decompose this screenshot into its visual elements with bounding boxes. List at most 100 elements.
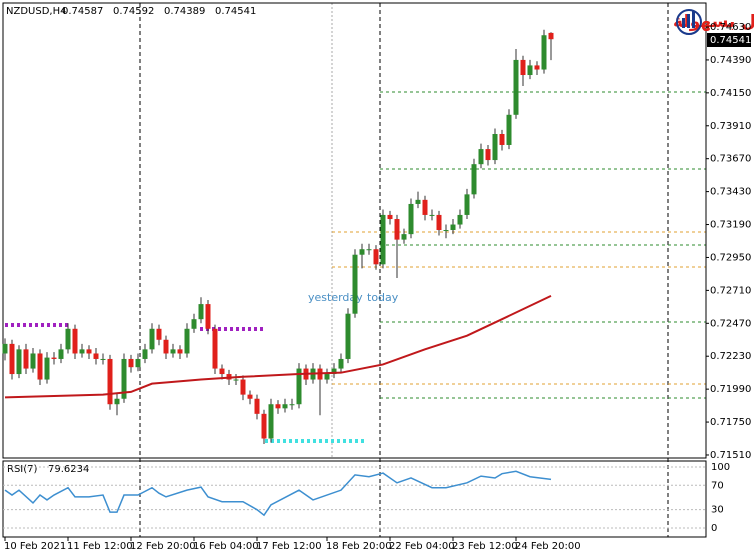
y-tick-label: 0.74150	[710, 88, 751, 99]
y-tick-label: 0.71750	[710, 417, 751, 428]
candle-body	[23, 349, 29, 369]
logo-icon	[676, 9, 702, 35]
candle-body	[65, 328, 71, 350]
candle-body	[268, 404, 274, 439]
logo-icon	[692, 11, 695, 28]
candle-body	[485, 149, 491, 161]
y-tick-label: 30	[711, 505, 724, 516]
candle-body	[16, 349, 22, 375]
x-tick-label: 17 Feb 12:00	[256, 541, 322, 552]
candle-body	[380, 214, 386, 265]
candle-body	[401, 234, 407, 240]
header-close: 0.74541	[215, 6, 256, 17]
candle-body	[366, 249, 372, 251]
candle-body	[37, 353, 43, 380]
candle-body	[394, 219, 400, 240]
candle-body	[331, 368, 337, 375]
y-tick-label: 0.73430	[710, 187, 751, 198]
candle-body	[128, 358, 134, 368]
candle-body	[492, 133, 498, 161]
y-tick-label: 0.72470	[710, 318, 751, 329]
x-tick-label: 11 Feb 12:00	[67, 541, 133, 552]
candle-body	[450, 224, 456, 231]
candle-body	[408, 203, 414, 235]
candle-body	[247, 394, 253, 399]
annotation: yesterday	[308, 291, 363, 304]
y-tick-label: 70	[711, 480, 724, 491]
rsi-frame	[2, 460, 707, 538]
rsi-title: RSI(7)	[7, 464, 38, 475]
y-tick-label: 0.72710	[710, 285, 751, 296]
y-tick-label: 0.74630	[710, 22, 751, 33]
y-tick-label: 0.72230	[710, 351, 751, 362]
x-tick-label: 23 Feb 12:00	[452, 541, 518, 552]
rsi-value: 79.6234	[48, 464, 89, 475]
x-tick-label: 16 Feb 04:00	[193, 541, 259, 552]
header-high: 0.74592	[113, 6, 154, 17]
candle-body	[471, 164, 477, 195]
candle-body	[191, 319, 197, 329]
candle-body	[79, 349, 85, 354]
y-tick-label: 0.74390	[710, 55, 751, 66]
candle-body	[219, 368, 225, 375]
x-tick-label: 12 Feb 20:00	[130, 541, 196, 552]
candle-body	[205, 304, 211, 329]
candle-body	[506, 114, 512, 145]
logo-icon	[687, 14, 690, 28]
candle-body	[9, 343, 15, 375]
y-tick-label: 0	[711, 523, 717, 534]
candle-body	[373, 249, 379, 265]
candle-body	[100, 358, 106, 360]
candle-body	[324, 374, 330, 380]
candle-body	[135, 358, 141, 368]
candle-body	[114, 398, 120, 405]
header-open: 0.74587	[62, 6, 103, 17]
candle-body	[58, 349, 64, 359]
candle-body	[93, 353, 99, 359]
candle-body	[520, 59, 526, 76]
candle-body	[422, 199, 428, 215]
candle-body	[261, 413, 267, 439]
candle-body	[177, 349, 183, 354]
candle-body	[86, 349, 92, 354]
candle-body	[212, 328, 218, 369]
candle-body	[289, 404, 295, 406]
candle-body	[513, 59, 519, 115]
candle-body	[163, 339, 169, 354]
candle-body	[142, 349, 148, 359]
candle-body	[387, 214, 393, 220]
candle-body	[541, 35, 547, 70]
x-tick-label: 24 Feb 20:00	[515, 541, 581, 552]
chart-title: NZDUSD,H4	[6, 6, 66, 17]
candle-body	[345, 313, 351, 359]
price-box	[707, 33, 751, 47]
candle-body	[338, 358, 344, 369]
y-tick-label: 0.71990	[710, 384, 751, 395]
y-tick-label: 0.73910	[710, 121, 751, 132]
moving-average	[4, 294, 552, 399]
candle-body	[527, 65, 533, 76]
candle-body	[464, 194, 470, 215]
candle-body	[198, 304, 204, 320]
candle-body	[296, 368, 302, 405]
candle-body	[282, 404, 288, 409]
candle-body	[415, 199, 421, 204]
candle-body	[275, 404, 281, 409]
levels	[5, 91, 706, 443]
candle-body	[72, 328, 78, 354]
y-tick-label: 0.72950	[710, 252, 751, 263]
candle-body	[240, 379, 246, 395]
candle-body	[457, 214, 463, 225]
x-tick-label: 10 Feb 2021	[4, 541, 66, 552]
candle-body	[233, 379, 239, 381]
candle-body	[121, 358, 127, 399]
y-tick-label: 0.73670	[710, 154, 751, 165]
candle-body	[352, 254, 358, 314]
candle-body	[51, 357, 57, 359]
logo: التداول بسهولة	[673, 9, 754, 35]
candle-body	[443, 230, 449, 232]
candle-body	[429, 214, 435, 216]
annotation: today	[367, 291, 399, 304]
